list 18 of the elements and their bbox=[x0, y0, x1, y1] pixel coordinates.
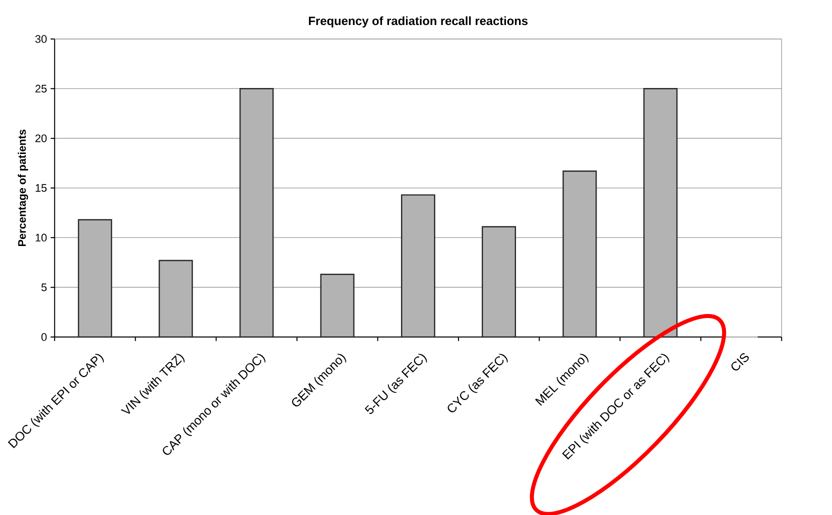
y-tick-label: 25 bbox=[35, 84, 47, 93]
x-tick-label: CIS bbox=[731, 353, 749, 370]
y-axis-title: Percentage of patients bbox=[18, 130, 28, 246]
y-tick-label: 30 bbox=[35, 35, 47, 43]
bar bbox=[643, 88, 678, 338]
bar bbox=[401, 194, 436, 338]
bar bbox=[239, 88, 274, 338]
bar bbox=[78, 219, 112, 338]
bar bbox=[482, 226, 516, 338]
bar bbox=[158, 260, 193, 338]
bar bbox=[320, 274, 354, 338]
y-tick-label: 15 bbox=[36, 184, 47, 192]
y-tick-label: 20 bbox=[35, 134, 47, 142]
y-tick-label: 0 bbox=[41, 333, 47, 341]
bar bbox=[562, 170, 597, 338]
chart-title: Frequency of radiation recall reactions bbox=[308, 16, 528, 28]
y-tick-label: 5 bbox=[41, 284, 47, 292]
y-tick-label: 10 bbox=[36, 234, 47, 242]
